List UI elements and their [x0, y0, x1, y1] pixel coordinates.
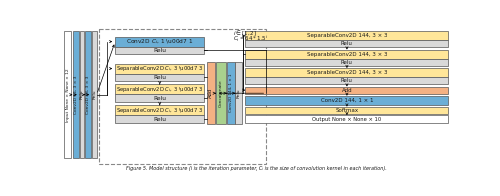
- Bar: [216, 62, 226, 124]
- Bar: [115, 105, 204, 115]
- Bar: [246, 115, 448, 123]
- Bar: [246, 107, 448, 114]
- Text: Add: Add: [342, 88, 352, 93]
- Text: SeparableConv2D 144, 3 × 3: SeparableConv2D 144, 3 × 3: [306, 70, 387, 75]
- Bar: [246, 87, 448, 94]
- Text: Conv2D 64, 3 × 3: Conv2D 64, 3 × 3: [74, 75, 78, 114]
- Text: Softmax: Softmax: [336, 108, 358, 113]
- Bar: [246, 77, 448, 84]
- Text: Relu: Relu: [154, 75, 166, 80]
- Text: Relu: Relu: [92, 90, 96, 100]
- Bar: [246, 50, 448, 59]
- Bar: [64, 31, 71, 158]
- Bar: [80, 31, 84, 158]
- Text: Relu: Relu: [154, 96, 166, 101]
- Text: Conv2D 48, 3 × 3: Conv2D 48, 3 × 3: [86, 75, 90, 114]
- Bar: [92, 31, 96, 158]
- Text: SeparableConv2D 144, 3 × 3: SeparableConv2D 144, 3 × 3: [306, 33, 387, 38]
- Text: SeparableConv2D $C_i$, 3 \u00d7 3: SeparableConv2D $C_i$, 3 \u00d7 3: [116, 106, 204, 115]
- Text: Figure 5. Model structure (i is the iteration parameter, Cᵢ is the size of convo: Figure 5. Model structure (i is the iter…: [126, 166, 386, 171]
- Bar: [236, 62, 242, 124]
- Text: $i \in [1, 2]$: $i \in [1, 2]$: [233, 29, 257, 38]
- Bar: [227, 62, 234, 124]
- Text: SeparableConv2D 144, 3 × 3: SeparableConv2D 144, 3 × 3: [306, 52, 387, 57]
- Bar: [85, 31, 91, 158]
- Text: Conv2D 144, 1 × 1: Conv2D 144, 1 × 1: [320, 98, 373, 103]
- Text: Conv2D $C_i$, 1 \u00d7 1: Conv2D $C_i$, 1 \u00d7 1: [126, 37, 194, 46]
- Bar: [115, 47, 204, 54]
- Bar: [206, 62, 215, 124]
- Text: Concatenate: Concatenate: [219, 79, 223, 107]
- Text: SeparableConv2D $C_i$, 3 \u00d7 3: SeparableConv2D $C_i$, 3 \u00d7 3: [116, 85, 204, 94]
- Bar: [115, 37, 204, 47]
- Text: Conv2D 144, 1 × 1: Conv2D 144, 1 × 1: [228, 74, 232, 113]
- Bar: [246, 31, 448, 40]
- Bar: [246, 40, 448, 47]
- Text: Relu: Relu: [341, 78, 353, 83]
- Bar: [246, 59, 448, 66]
- Bar: [115, 84, 204, 94]
- Text: Relu: Relu: [236, 88, 240, 98]
- Text: Relu: Relu: [154, 48, 166, 53]
- Bar: [72, 31, 79, 158]
- Text: Output None × None × 10: Output None × None × 10: [312, 116, 382, 122]
- Text: $C_i = 64*1.5^i$: $C_i = 64*1.5^i$: [233, 34, 268, 44]
- Bar: [115, 74, 204, 81]
- Text: Input None × None × 12: Input None × None × 12: [66, 68, 70, 122]
- Text: Add: Add: [208, 88, 214, 98]
- Text: Relu: Relu: [341, 41, 353, 46]
- Text: SeparableConv2D $C_i$, 3 \u00d7 3: SeparableConv2D $C_i$, 3 \u00d7 3: [116, 64, 204, 73]
- Bar: [115, 94, 204, 102]
- Text: Relu: Relu: [341, 60, 353, 65]
- Bar: [246, 68, 448, 77]
- Bar: [115, 64, 204, 74]
- Bar: [115, 115, 204, 123]
- Bar: [246, 96, 448, 105]
- Text: Relu: Relu: [154, 116, 166, 122]
- Text: Relu: Relu: [80, 90, 84, 100]
